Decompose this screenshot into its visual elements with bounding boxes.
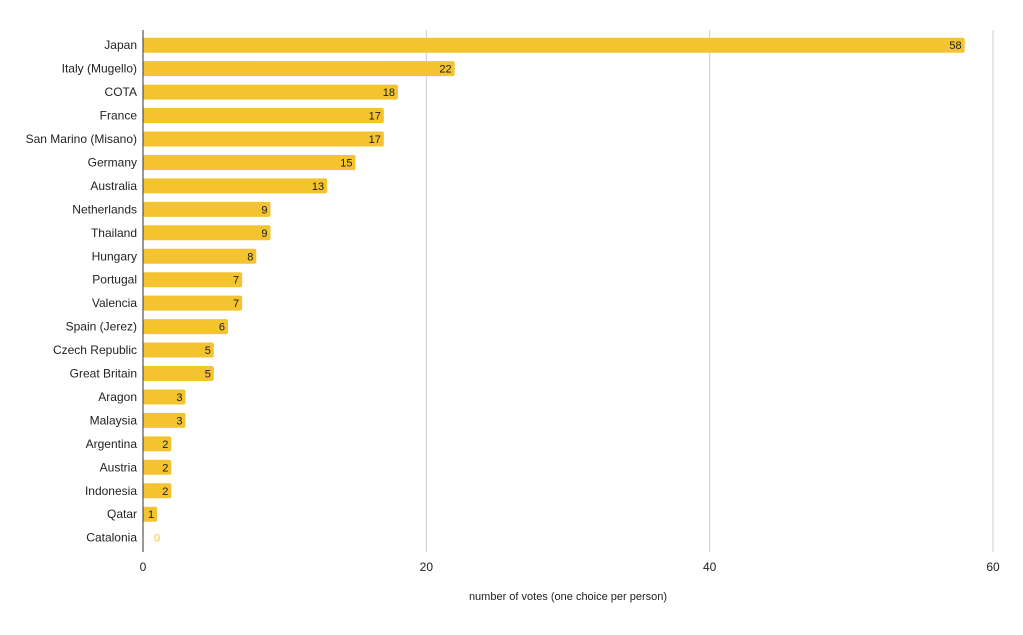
bar (143, 154, 356, 170)
bar (143, 295, 243, 311)
data-label: 9 (261, 204, 267, 216)
category-label: Portugal (92, 273, 137, 287)
x-tick-label: 40 (703, 560, 717, 574)
category-label: Hungary (92, 249, 137, 263)
gridlines (425, 30, 994, 552)
data-label: 58 (949, 40, 961, 52)
category-label: France (100, 109, 138, 123)
bar (143, 201, 271, 217)
data-label: 5 (205, 345, 211, 357)
bar (143, 342, 214, 358)
bar (143, 37, 965, 53)
category-label: Italy (Mugello) (62, 62, 137, 76)
category-label: Thailand (91, 226, 137, 240)
category-label: Malaysia (90, 413, 138, 427)
bar (143, 436, 172, 452)
category-label: Indonesia (85, 484, 137, 498)
data-label: 9 (261, 228, 267, 240)
data-label: 0 (154, 533, 160, 545)
bar (143, 506, 158, 522)
data-label: 3 (176, 415, 182, 427)
data-label: 8 (247, 251, 253, 263)
bar (143, 131, 384, 147)
category-label: Spain (Jerez) (66, 320, 137, 334)
bars (143, 37, 965, 522)
bar (143, 459, 172, 475)
category-label: Australia (90, 179, 137, 193)
category-label: Czech Republic (53, 343, 137, 357)
bar (143, 108, 384, 124)
bar (143, 483, 172, 499)
category-label: COTA (105, 85, 137, 99)
category-label: Valencia (92, 296, 137, 310)
bar (143, 225, 271, 241)
bar (143, 389, 186, 405)
bar (143, 248, 257, 264)
category-label: Aragon (98, 390, 137, 404)
data-label: 7 (233, 298, 239, 310)
bar (143, 366, 214, 381)
data-label: 5 (205, 369, 211, 381)
x-tick-label: 20 (420, 560, 434, 574)
data-label: 15 (340, 157, 352, 169)
data-label: 18 (383, 87, 395, 99)
data-label: 3 (176, 392, 182, 404)
data-label: 22 (439, 64, 451, 76)
data-label: 13 (312, 181, 324, 193)
data-label: 1 (148, 509, 154, 521)
data-label: 2 (162, 439, 168, 451)
x-axis-title: number of votes (one choice per person) (469, 591, 667, 603)
category-label: Catalonia (86, 531, 137, 545)
category-label: Great Britain (70, 367, 137, 381)
data-label: 7 (233, 275, 239, 287)
bar (143, 61, 455, 77)
bar (143, 178, 328, 194)
category-label: San Marino (Misano) (26, 132, 137, 146)
x-tick-label: 0 (140, 560, 147, 574)
data-label: 6 (219, 322, 225, 334)
bar (143, 84, 398, 100)
category-label: Japan (104, 38, 137, 52)
data-label: 17 (369, 134, 381, 146)
data-label: 2 (162, 486, 168, 498)
x-tick-label: 60 (986, 560, 1000, 574)
category-label: Austria (100, 460, 138, 474)
category-label: Netherlands (72, 202, 137, 216)
data-label: 2 (162, 462, 168, 474)
category-label: Argentina (86, 437, 138, 451)
bar (143, 412, 186, 428)
category-label: Qatar (107, 507, 137, 521)
data-label: 17 (369, 111, 381, 123)
bar (143, 272, 243, 288)
bar (143, 319, 228, 335)
category-label: Germany (88, 155, 137, 169)
